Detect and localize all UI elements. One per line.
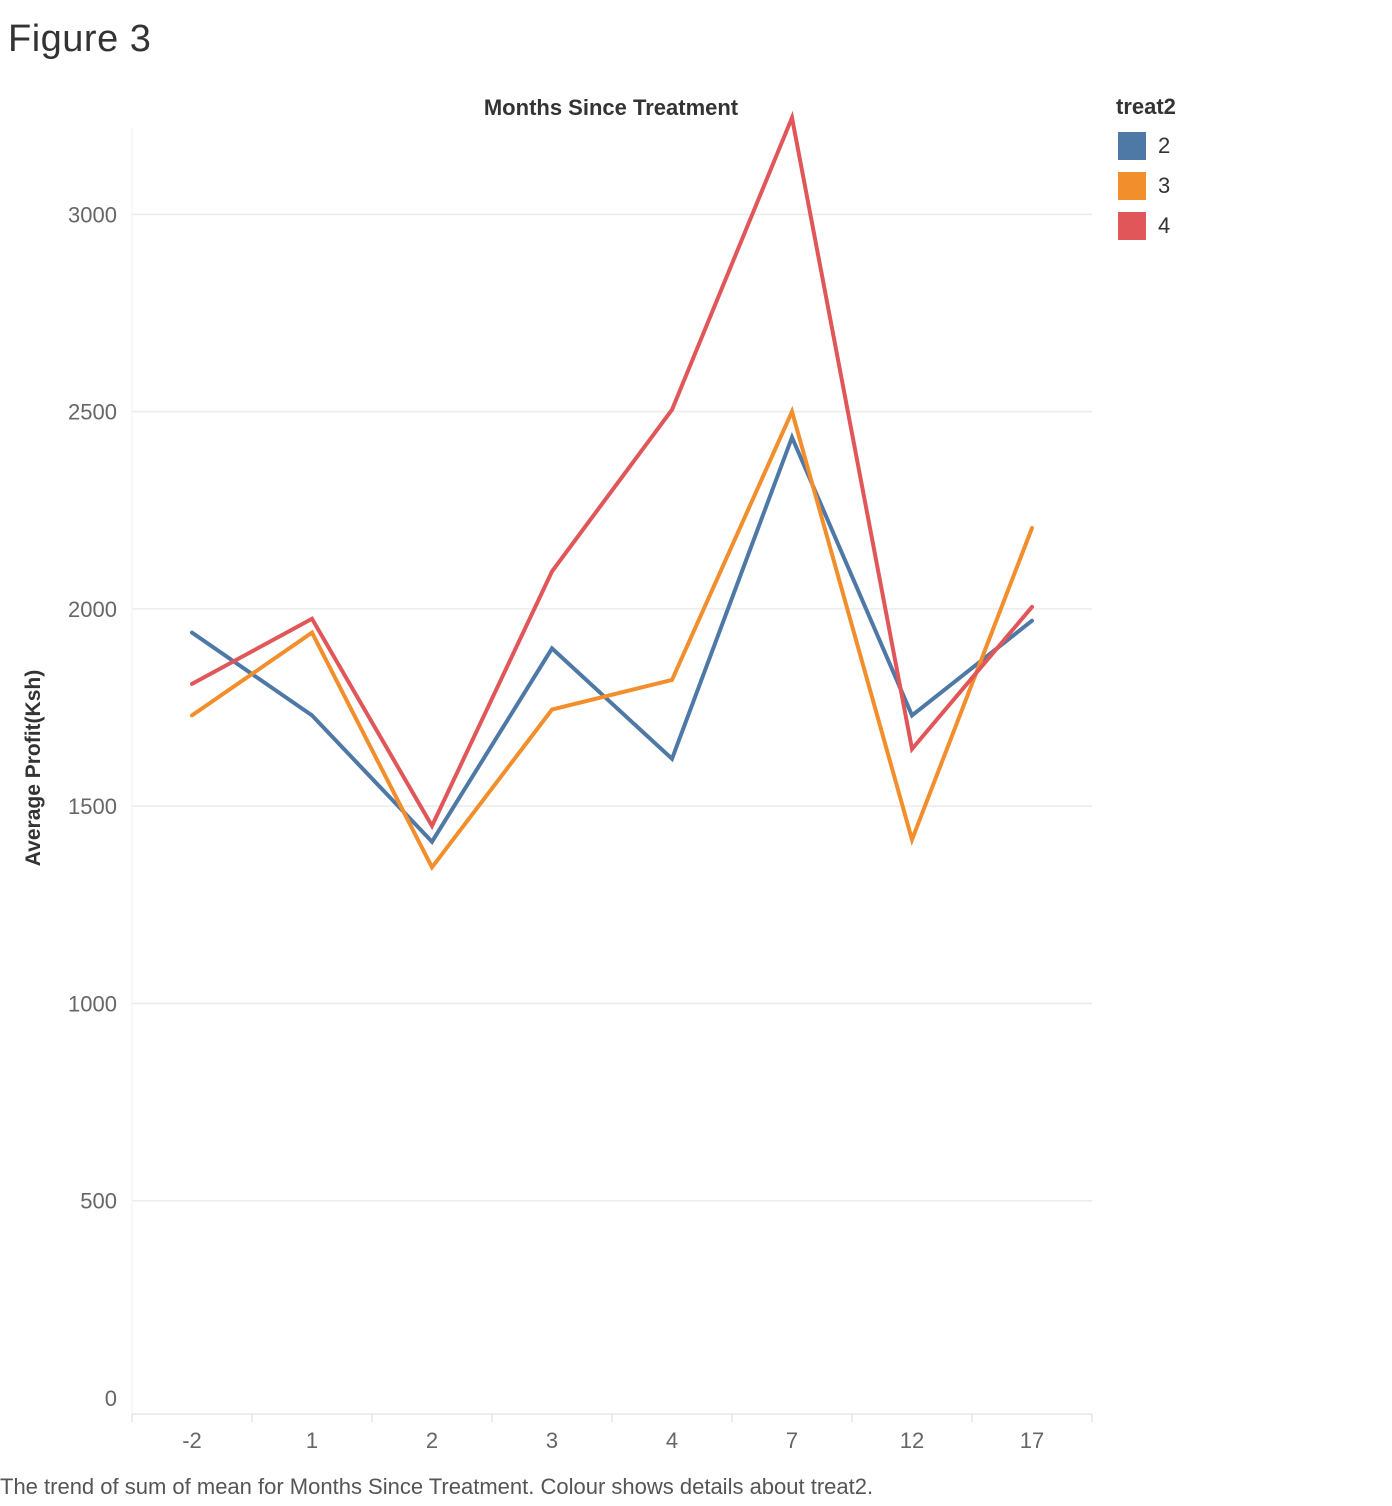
y-tick-label: 1000 [68,991,117,1016]
x-tick-label: 7 [786,1428,798,1453]
y-tick-label: 3000 [68,202,117,227]
legend-label: 2 [1158,133,1171,158]
x-tick-label: 4 [666,1428,678,1453]
legend-label: 3 [1158,173,1171,198]
legend-title: treat2 [1116,94,1176,119]
y-tick-label: 1500 [68,794,117,819]
series-line-4 [190,110,1034,831]
gridlines [132,213,1092,1202]
legend-items: 2 3 4 [1116,126,1316,246]
series-lines [190,110,1034,872]
chart-title: Months Since Treatment [484,95,739,120]
legend-item-3[interactable]: 3 [1116,166,1316,206]
x-tick-label: 1 [306,1428,318,1453]
y-axis-label: Average Profit(Ksh) [22,670,45,866]
sheet-title: Figure 3 [8,18,152,60]
y-tick-label: 0 [105,1386,117,1411]
x-tick-label: 3 [546,1428,558,1453]
series-line-2 [190,431,1034,845]
x-tick-label: 12 [900,1428,924,1453]
x-tick-label: 17 [1020,1428,1044,1453]
series-line-3 [190,405,1034,872]
legend-item-2[interactable]: 2 [1116,126,1316,166]
legend-item-4[interactable]: 4 [1116,206,1316,246]
legend-swatch [1118,212,1146,240]
legend[interactable]: treat2 2 3 4 [1116,94,1316,246]
y-axis: 0 500 1000 1500 2000 2500 3000 [68,128,133,1416]
legend-swatch [1118,172,1146,200]
x-tick-label: 2 [426,1428,438,1453]
y-tick-label: 2500 [68,400,117,425]
y-tick-label: 2000 [68,597,117,622]
legend-swatch [1118,132,1146,160]
x-tick-label: -2 [182,1428,202,1453]
y-tick-label: 500 [80,1189,117,1214]
chart-caption: The trend of sum of mean for Months Sinc… [0,1474,874,1499]
x-axis: -2 1 2 3 4 7 12 17 [131,1413,1093,1453]
legend-label: 4 [1158,213,1171,238]
